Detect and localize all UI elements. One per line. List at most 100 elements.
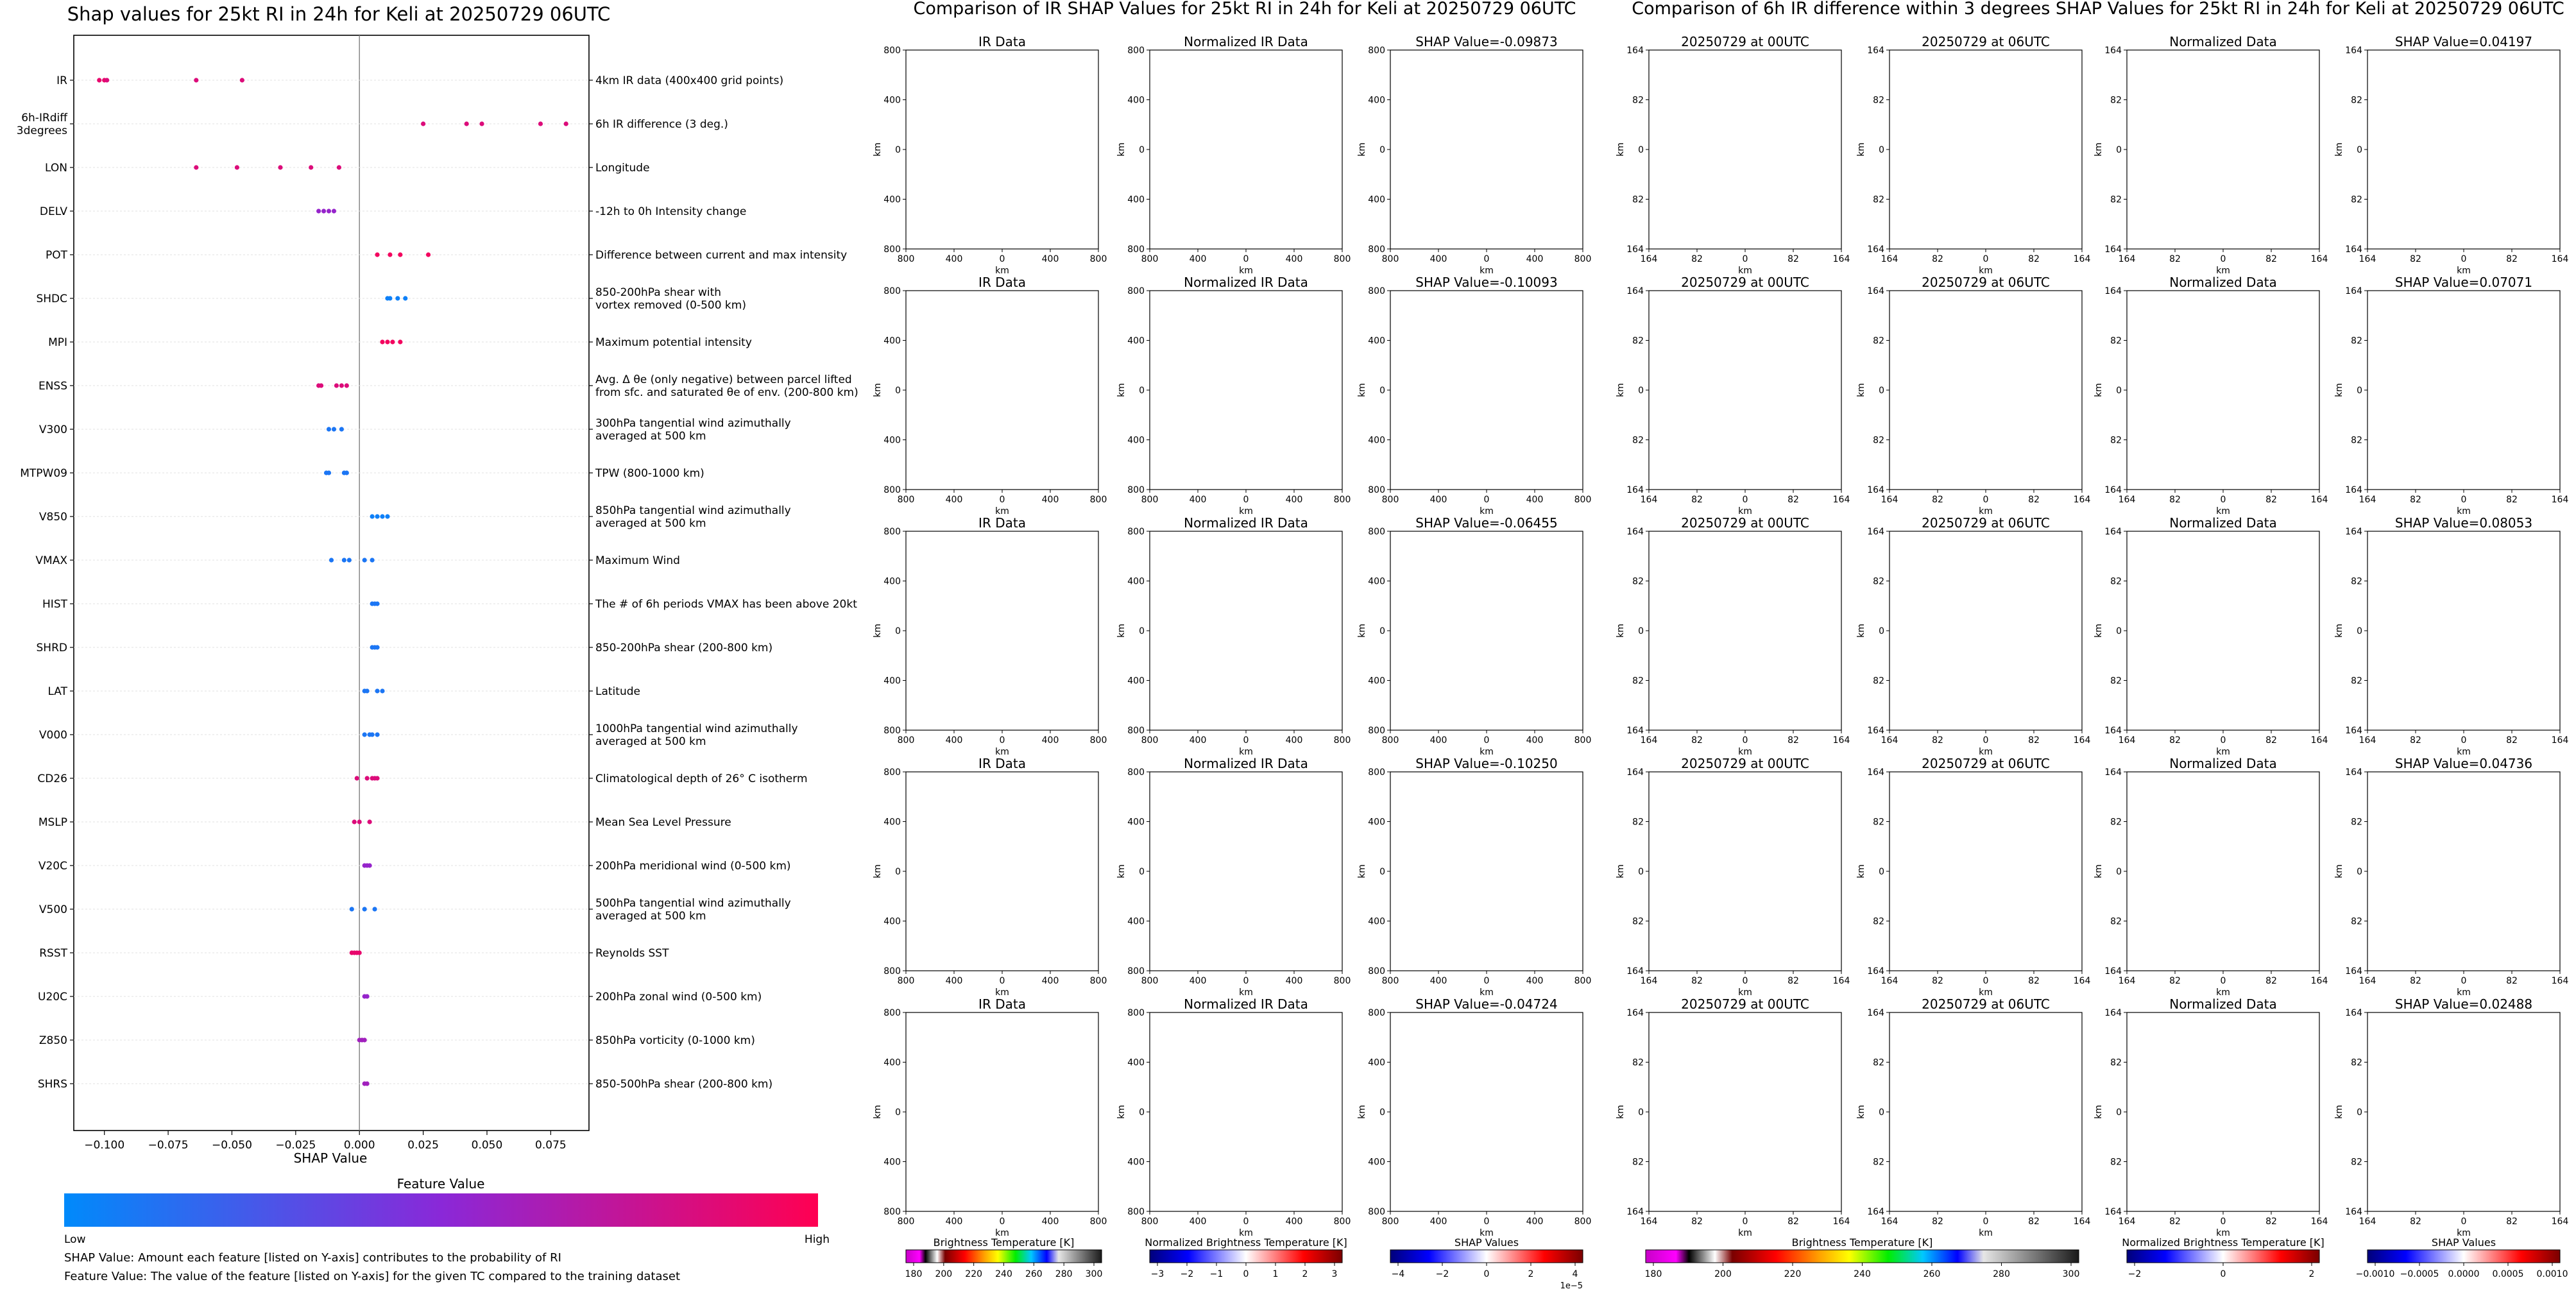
colorbar-tick-label: 2 <box>1302 1269 1308 1279</box>
colorbar-exponent: 1e−5 <box>1560 1281 1583 1289</box>
x-tick-label: 164 <box>1833 1216 1850 1227</box>
colorbar-gradient <box>1390 1249 1583 1263</box>
y-tick-label: 82 <box>2351 577 2362 587</box>
x-tick-label: 82 <box>2265 976 2277 986</box>
colorbar-label: Brightness Temperature [K] <box>934 1236 1075 1249</box>
x-tick-label: 800 <box>1334 495 1351 505</box>
panel-image <box>2367 772 2560 971</box>
shap-point <box>357 819 362 824</box>
x-axis-label: km <box>2216 1228 2230 1238</box>
x-tick-label: 164 <box>2119 976 2136 986</box>
panel-frame <box>1149 290 1343 490</box>
y-tick-label: 800 <box>1368 46 1385 56</box>
colorbar-tick-label: 300 <box>2063 1269 2080 1279</box>
shap-x-axis: −0.100 −0.075 −0.050 −0.025 0.000 0.025 0.050 0… <box>84 1131 567 1152</box>
x-tick-label: 800 <box>898 1216 915 1227</box>
panel-title: 20250729 at 06UTC <box>1922 275 2050 290</box>
x-axis-label: km <box>2457 747 2471 757</box>
x-tick-label: 800 <box>898 495 915 505</box>
panel-title: IR Data <box>978 756 1026 771</box>
x-tick-label: 82 <box>1787 254 1799 264</box>
panel-frame <box>2126 290 2320 490</box>
x-tick-label: 400 <box>1042 1216 1059 1227</box>
panel-frame <box>1390 771 1583 971</box>
x-tick-label: 800 <box>1334 735 1351 746</box>
x-tick-label: 82 <box>2506 254 2518 264</box>
shap-point <box>403 296 408 301</box>
panel-frame <box>2126 49 2320 250</box>
x-tick-label: 0 <box>2221 735 2226 746</box>
y-axis-label: km <box>1856 1105 1866 1119</box>
y-tick-label: 800 <box>1368 726 1385 736</box>
colorbar-tick-label: −2 <box>1436 1269 1449 1279</box>
y-tick-label: 0 <box>2357 386 2362 396</box>
colorbar-tick-label: 0 <box>1243 1269 1249 1279</box>
x-tick-label: −0.050 <box>212 1139 252 1152</box>
y-axis-label: km <box>2094 142 2104 157</box>
colorbar-gradient <box>2367 1249 2561 1263</box>
feature-description: Climatological depth of 26° C isotherm <box>595 773 808 785</box>
y-tick-label: 82 <box>2351 817 2362 828</box>
y-axis-label: km <box>873 142 883 157</box>
x-tick-label: 400 <box>1286 735 1303 746</box>
panel-image <box>1143 531 1342 730</box>
x-tick-label: 164 <box>2074 1216 2091 1227</box>
y-tick-label: 800 <box>1127 767 1145 778</box>
x-axis-label: km <box>1480 506 1494 516</box>
feature-descriptions: 4km IR data (400x400 grid points) 6h IR d… <box>589 74 858 1091</box>
feature-description: 850hPa tangential wind azimuthally <box>595 504 791 517</box>
x-axis-label: km <box>2457 266 2471 276</box>
x-tick-label: 82 <box>1932 495 1943 505</box>
x-axis-label: km <box>1979 747 1993 757</box>
feature-description: 850-200hPa shear with <box>595 286 721 299</box>
panel-frame <box>2367 49 2561 250</box>
x-tick-label: 0 <box>2461 1216 2467 1227</box>
y-tick-label: 400 <box>1368 1058 1385 1068</box>
x-tick-label: 400 <box>1526 495 1544 505</box>
colorbar-tick-label: 280 <box>1993 1269 2010 1279</box>
panel-frame <box>2367 1012 2561 1212</box>
colorbar-tick-label: 1 <box>1273 1269 1279 1279</box>
panel-image <box>1390 772 1583 971</box>
x-tick-label: 0 <box>2221 495 2226 505</box>
x-tick-label: 82 <box>1932 1216 1943 1227</box>
panel-title: SHAP Value=0.04736 <box>2395 756 2532 771</box>
x-tick-label: 400 <box>946 976 963 986</box>
panel-image <box>1889 531 2082 730</box>
feature-value-colorbar <box>64 1193 818 1227</box>
x-tick-label: 82 <box>2410 1216 2421 1227</box>
x-tick-label: 82 <box>2028 495 2040 505</box>
x-tick-label: 400 <box>1526 1216 1544 1227</box>
x-tick-label: 800 <box>1141 495 1159 505</box>
colorbar-gradient <box>2126 1249 2320 1263</box>
panel-image <box>2367 1012 2560 1211</box>
y-tick-label: 400 <box>1368 195 1385 205</box>
x-tick-label: 0 <box>1743 976 1748 986</box>
x-tick-label: 164 <box>2311 495 2328 505</box>
x-tick-label: 82 <box>2028 1216 2040 1227</box>
panel-image <box>1889 1012 2082 1211</box>
panel-title: Normalized Data <box>2169 34 2277 49</box>
colorbar: Brightness Temperature [K] 180 200 220 240 26… <box>1645 1236 2080 1279</box>
panel-frame <box>2367 290 2561 490</box>
y-tick-label: 0 <box>1139 386 1145 396</box>
x-tick-label: 82 <box>2265 1216 2277 1227</box>
y-tick-label: 400 <box>1127 96 1145 106</box>
feature-label: U20C <box>38 991 67 1003</box>
shap-point <box>370 558 375 563</box>
y-tick-label: 0 <box>895 1107 901 1118</box>
y-tick-label: 82 <box>2351 336 2362 346</box>
x-tick-label: 800 <box>898 735 915 746</box>
x-tick-label: 164 <box>2359 254 2376 264</box>
x-axis-label: km <box>1480 1228 1494 1238</box>
colorbar: Normalized Brightness Temperature [K] −2 0… <box>2122 1236 2324 1279</box>
x-tick-label: 82 <box>1932 976 1943 986</box>
shap-point <box>380 339 385 345</box>
y-tick-label: 82 <box>1873 96 1884 106</box>
